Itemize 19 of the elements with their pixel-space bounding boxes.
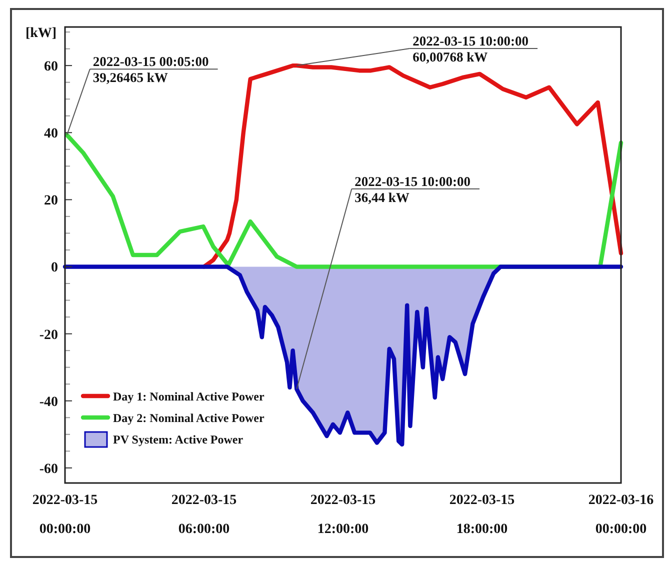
annotation: 2022-03-15 00:05:00 39,26465 kW [92,54,210,86]
y-tick-label: 20 [44,194,58,209]
x-tick-label: 2022-03-15 06:00:00 [171,493,237,537]
annotation: 2022-03-15 10:00:00 36,44 kW [354,174,471,205]
x-tick-label: 2022-03-15 00:00:00 [32,493,98,537]
y-axis-title: [kW] [25,26,57,41]
y-tick-label: -20 [39,328,58,343]
legend-label: Day 2: Nominal Active Power [113,411,265,425]
legend-label: PV System: Active Power [113,432,244,446]
x-tick-label: 2022-03-16 00:00:00 [588,493,654,537]
y-tick-label: -60 [39,462,58,477]
y-tick-label: 40 [44,126,58,142]
y-tick-label: 0 [51,260,58,276]
annotation: 2022-03-15 10:00:00 60,00768 kW [412,34,529,65]
y-tick-label: -40 [39,394,58,410]
y-tick-label: 60 [44,60,58,75]
x-tick-label: 2022-03-15 12:00:00 [310,493,376,537]
x-tick-label: 2022-03-15 18:00:00 [449,493,515,537]
legend-label: Day 1: Nominal Active Power [113,390,265,404]
